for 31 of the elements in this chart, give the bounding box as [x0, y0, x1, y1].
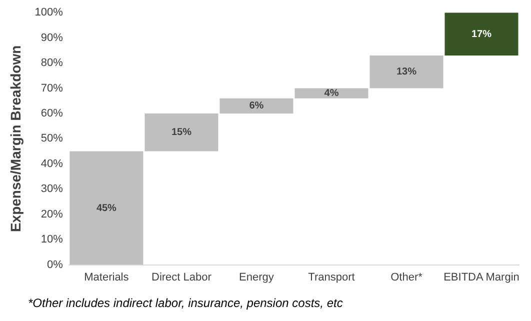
y-tick-label: 100%	[34, 6, 64, 19]
data-label: 4%	[324, 88, 339, 100]
y-tick-label: 50%	[40, 132, 64, 145]
y-tick-label: 80%	[40, 57, 64, 70]
bar	[220, 98, 294, 114]
x-tick-label: Other*	[390, 271, 424, 284]
y-tick-label: 20%	[40, 208, 64, 220]
y-tick-label: 60%	[40, 108, 64, 120]
bar	[444, 12, 518, 56]
x-tick-label: Energy	[239, 271, 274, 284]
y-tick-label: 70%	[40, 82, 64, 94]
y-tick-label: 40%	[40, 158, 64, 170]
y-tick-label: 0%	[47, 258, 64, 271]
data-label: 6%	[249, 100, 264, 112]
data-label: 17%	[471, 28, 492, 40]
x-tick-label: EBITDA Margin	[444, 271, 520, 284]
x-tick-label: Materials	[84, 271, 130, 284]
x-tick-label: Direct Labor	[151, 271, 212, 284]
bar	[70, 151, 144, 265]
y-tick-label: 90%	[40, 32, 64, 44]
data-label: 45%	[96, 202, 117, 214]
bar	[294, 88, 368, 98]
bar	[370, 55, 444, 88]
y-axis-title: Expense/Margin Breakdown	[7, 45, 24, 232]
x-tick-label: Transport	[308, 271, 355, 284]
y-tick-label: 30%	[40, 183, 64, 196]
y-tick-label: 10%	[40, 234, 64, 246]
data-label: 15%	[171, 127, 192, 138]
data-label: 13%	[396, 66, 417, 78]
bar	[144, 113, 218, 152]
text: *Other includes indirect labor, insurance, pension costs, etc	[28, 296, 343, 310]
